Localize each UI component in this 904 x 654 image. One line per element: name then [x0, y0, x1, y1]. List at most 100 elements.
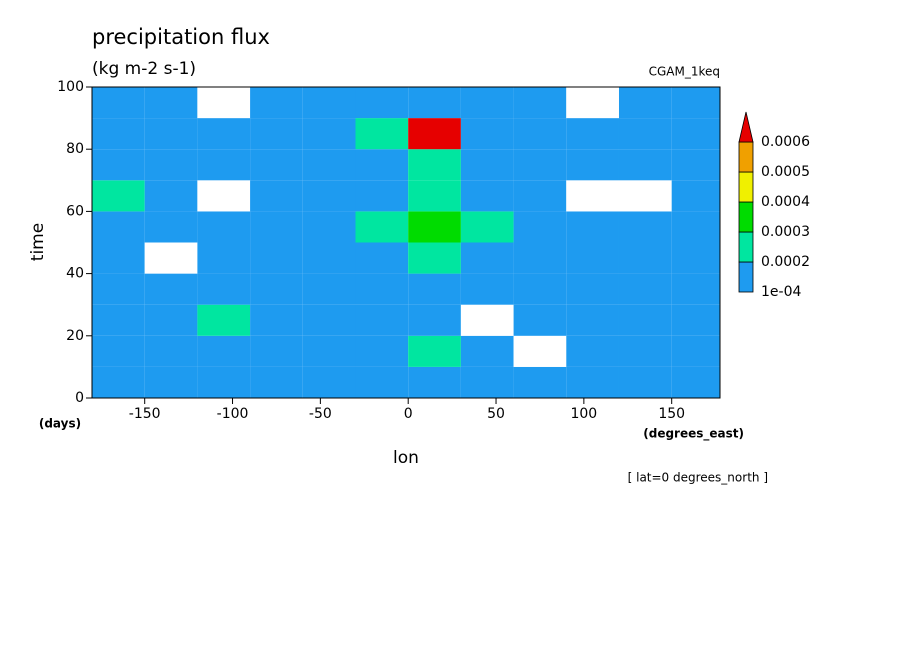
field-cell — [460, 180, 514, 212]
x-tick-label: 100 — [570, 406, 597, 422]
x-tick-label: -100 — [217, 406, 249, 422]
field-cell — [566, 335, 619, 367]
field-cell — [513, 149, 567, 181]
y-tick-label: 20 — [66, 328, 84, 344]
field-cell — [355, 211, 409, 243]
field-cell — [618, 304, 672, 336]
annotation: [ lat=0 degrees_north ] — [628, 471, 768, 485]
colorbar-label: 1e-04 — [761, 284, 801, 300]
field-cell — [618, 180, 672, 212]
field-cell — [250, 366, 303, 398]
field-cell — [513, 211, 567, 243]
colorbar-label: 0.0003 — [761, 224, 810, 240]
field-cell — [408, 335, 461, 367]
field-cell — [460, 335, 514, 367]
field — [92, 87, 720, 398]
field-cell — [460, 211, 514, 243]
field-cell — [250, 211, 303, 243]
field-cell — [92, 273, 145, 305]
field-cell — [197, 335, 251, 367]
field-cell — [250, 304, 303, 336]
field-cell — [618, 273, 672, 305]
field-cell — [355, 149, 409, 181]
field-cell — [671, 211, 720, 243]
field-cell — [618, 149, 672, 181]
field-cell — [671, 335, 720, 367]
x-axis-title: lon — [393, 448, 419, 468]
field-cell — [302, 180, 356, 212]
colorbar-swatch — [738, 261, 754, 293]
field-cell — [197, 211, 251, 243]
field-cell — [408, 180, 461, 212]
plot-frame — [91, 86, 721, 399]
field-cell — [566, 273, 619, 305]
field-cell — [355, 242, 409, 274]
colorbar-swatch — [738, 201, 754, 233]
x-tick-label: 50 — [487, 406, 505, 422]
field-cell — [671, 366, 720, 398]
field-cell — [355, 335, 409, 367]
chart-subtitle: (kg m-2 s-1) — [92, 59, 196, 79]
field-cell — [618, 87, 672, 119]
field-cell — [197, 180, 251, 212]
x-tick-label: -50 — [309, 406, 332, 422]
y-tick-label: 100 — [57, 79, 84, 95]
colorbar-swatch — [738, 141, 754, 173]
field-cell — [302, 242, 356, 274]
field-cell — [408, 242, 461, 274]
y-units: (days) — [39, 417, 81, 431]
field-cell — [144, 273, 198, 305]
field-cell — [513, 273, 567, 305]
field-cell — [671, 242, 720, 274]
field-cell — [460, 242, 514, 274]
field-cell — [144, 211, 198, 243]
x-tick-label: -150 — [129, 406, 161, 422]
y-tick-label: 40 — [66, 266, 84, 282]
field-cell — [460, 273, 514, 305]
field-cell — [250, 149, 303, 181]
field-cell — [671, 304, 720, 336]
field-cell — [566, 211, 619, 243]
field-cell — [144, 87, 198, 119]
x-units: (degrees_east) — [643, 427, 744, 442]
field-cell — [408, 87, 461, 119]
field-cell — [566, 149, 619, 181]
field-cell — [513, 87, 567, 119]
chart-title: precipitation flux — [92, 25, 270, 49]
field-cell — [92, 366, 145, 398]
field-cell — [92, 242, 145, 274]
field-cell — [302, 304, 356, 336]
field-cell — [250, 335, 303, 367]
field-cell — [92, 118, 145, 150]
field-cell — [618, 211, 672, 243]
colorbar-label: 0.0005 — [761, 164, 810, 180]
field-cell — [144, 149, 198, 181]
field-cell — [408, 273, 461, 305]
field-cell — [250, 118, 303, 150]
field-cell — [618, 366, 672, 398]
field-cell — [671, 273, 720, 305]
field-cell — [671, 180, 720, 212]
field-cell — [355, 118, 409, 150]
x-tick-label: 150 — [658, 406, 685, 422]
field-cell — [250, 87, 303, 119]
colorbar-label: 0.0004 — [761, 194, 810, 210]
field-cell — [460, 118, 514, 150]
field-cell — [566, 180, 619, 212]
field-cell — [566, 87, 619, 119]
y-tick-label: 0 — [75, 390, 84, 406]
field-cell — [460, 366, 514, 398]
x-tick-label: 0 — [404, 406, 413, 422]
field-cell — [92, 149, 145, 181]
field-cell — [197, 149, 251, 181]
field-cell — [302, 335, 356, 367]
colorbar-label: 0.0006 — [761, 134, 810, 150]
field-cell — [355, 87, 409, 119]
field-cell — [513, 304, 567, 336]
field-cell — [355, 366, 409, 398]
field-cell — [513, 118, 567, 150]
field-cell — [92, 304, 145, 336]
field-cell — [460, 304, 514, 336]
